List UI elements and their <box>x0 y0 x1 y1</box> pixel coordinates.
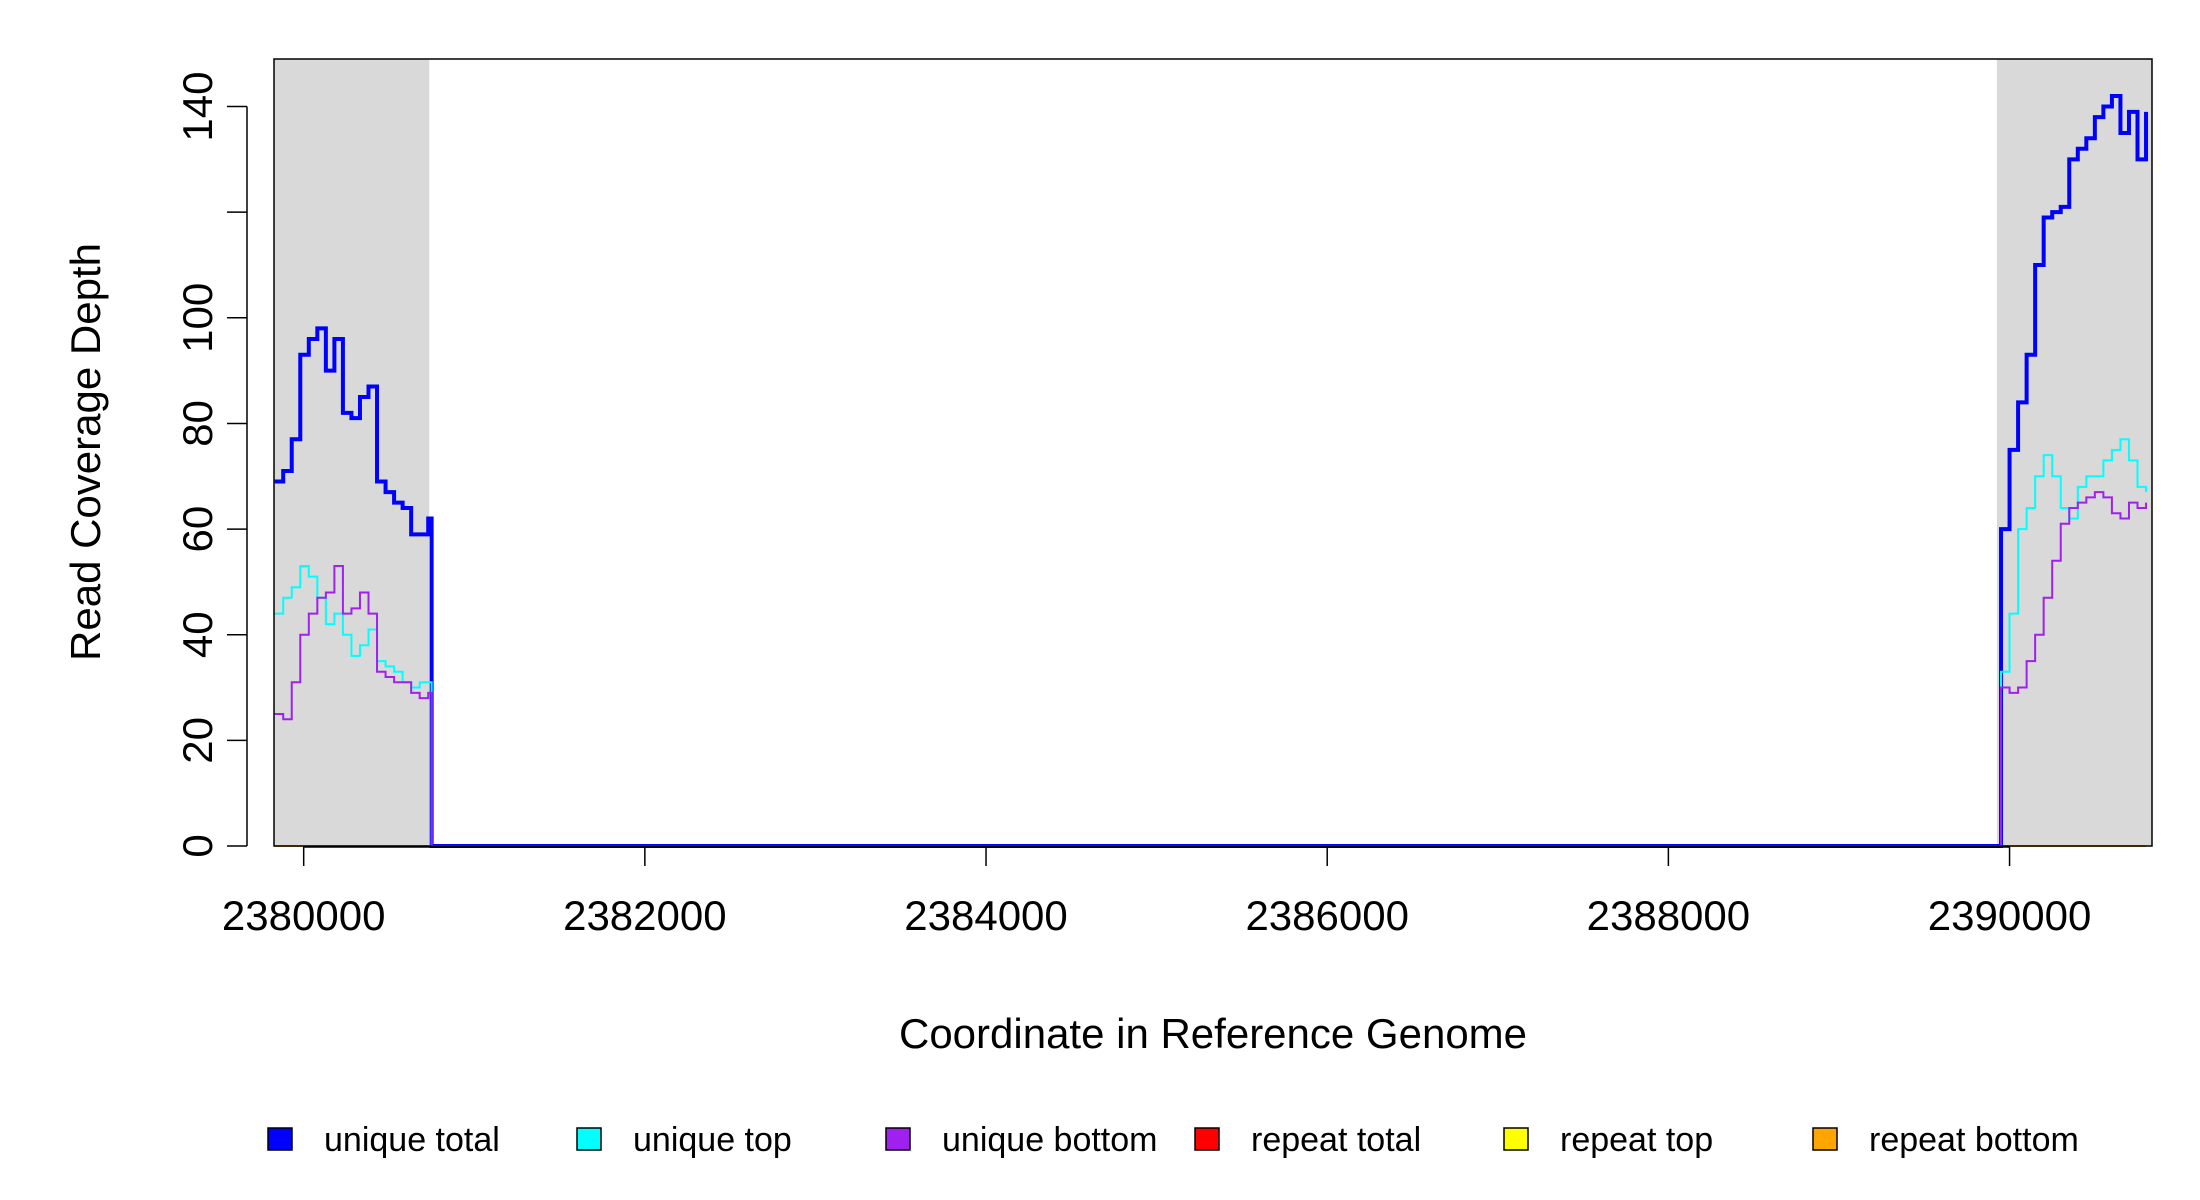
legend-swatch <box>1194 1127 1220 1151</box>
x-tick-label: 2388000 <box>1587 892 1751 939</box>
x-tick-label: 2384000 <box>904 892 1068 939</box>
legend-swatch <box>267 1127 293 1151</box>
x-tick-label: 2380000 <box>222 892 386 939</box>
y-tick-label: 20 <box>174 717 221 764</box>
legend-label: unique bottom <box>942 1121 1158 1159</box>
shaded-region <box>1996 59 2152 846</box>
y-tick-label: 60 <box>174 506 221 553</box>
legend-swatch <box>576 1127 602 1151</box>
y-axis-title: Read Coverage Depth <box>62 243 109 661</box>
legend-swatch <box>1812 1127 1838 1151</box>
legend-swatch <box>1503 1127 1529 1151</box>
shaded-region <box>274 59 430 846</box>
y-tick-label: 140 <box>174 71 221 141</box>
series-line <box>274 491 2148 847</box>
x-tick-label: 2386000 <box>1245 892 1409 939</box>
legend-label: repeat total <box>1251 1121 1421 1159</box>
plot-frame <box>273 58 2153 847</box>
x-tick-label: 2382000 <box>563 892 727 939</box>
y-tick-label: 80 <box>174 400 221 447</box>
series-line <box>274 93 2149 848</box>
x-axis-title: Coordinate in Reference Genome <box>899 1010 1527 1057</box>
legend-swatch <box>885 1127 911 1151</box>
legend-label: repeat top <box>1560 1121 1713 1159</box>
legend-label: unique top <box>633 1121 792 1159</box>
legend-label: unique total <box>324 1121 500 1159</box>
y-tick-label: 100 <box>174 283 221 353</box>
legend-label: repeat bottom <box>1869 1121 2079 1159</box>
y-tick-label: 40 <box>174 611 221 658</box>
series-line <box>274 438 2148 847</box>
y-tick-label: 0 <box>174 834 221 857</box>
x-tick-label: 2390000 <box>1928 892 2092 939</box>
